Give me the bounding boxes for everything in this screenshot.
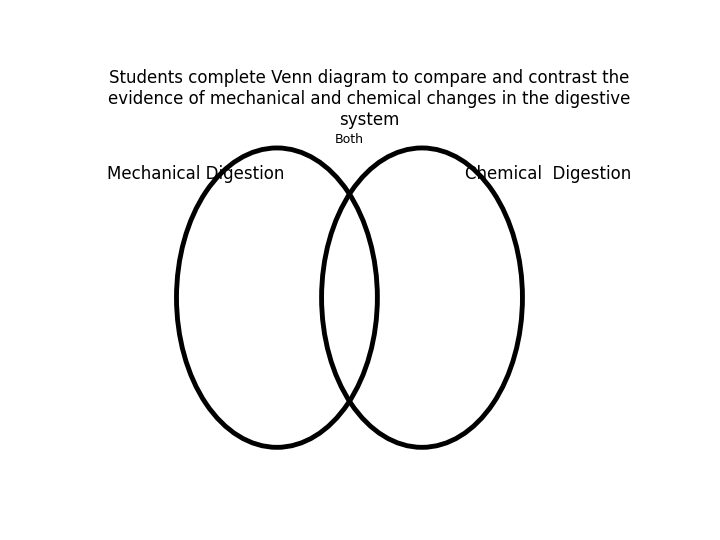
- Text: Both: Both: [335, 133, 364, 146]
- Text: Students complete Venn diagram to compare and contrast the
evidence of mechanica: Students complete Venn diagram to compar…: [108, 69, 630, 129]
- Text: Mechanical Digestion: Mechanical Digestion: [107, 165, 284, 183]
- Text: Chemical  Digestion: Chemical Digestion: [465, 165, 631, 183]
